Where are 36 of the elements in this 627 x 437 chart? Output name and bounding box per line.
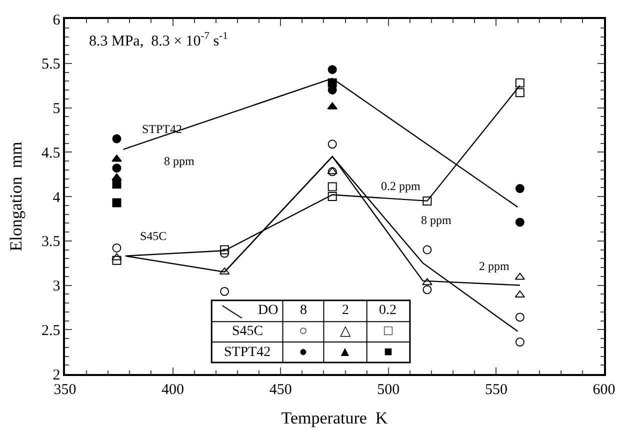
x-tick-label: 400 — [162, 382, 184, 398]
annotation: S45C — [232, 324, 264, 339]
annotation: DO — [258, 303, 278, 318]
y-tick-label: 4.5 — [42, 145, 60, 162]
x-tick-label: 600 — [592, 382, 616, 398]
annotation: 0.2 ppm — [381, 179, 421, 193]
annotation: □ — [384, 324, 393, 339]
y-tick-label: 3 — [52, 278, 60, 294]
y-tick-label: 2 — [52, 367, 60, 384]
x-tick-label: 450 — [269, 382, 292, 398]
annotation: △ — [340, 324, 351, 339]
annotation: 2 — [342, 303, 349, 318]
annotation: 0.2 — [379, 303, 396, 318]
x-tick-label: 500 — [377, 382, 400, 398]
annotation: ○ — [299, 324, 308, 339]
x-axis-title: Temperature K — [281, 408, 388, 428]
annotation: STPT42 — [142, 122, 182, 136]
annotation: ● — [299, 345, 308, 360]
y-tick-label: 6 — [52, 12, 61, 28]
x-tick-label: 550 — [484, 382, 508, 398]
y-tick-label: 5.5 — [42, 56, 60, 73]
y-tick-label: 4 — [52, 190, 61, 206]
annotation: ▲ — [338, 345, 352, 360]
annotation: S45C — [140, 229, 167, 243]
x-tick-label: 350 — [54, 382, 76, 398]
annotation: 8 — [300, 303, 307, 318]
y-tick-label: 3.5 — [42, 234, 60, 250]
y-axis-title: Elongation mm — [6, 142, 26, 252]
annotation: STPT42 — [224, 345, 271, 360]
annotation: 8 ppm — [421, 213, 452, 227]
y-tick-label: 2.5 — [42, 322, 60, 339]
annotation: 2 ppm — [479, 259, 510, 273]
annotation: ■ — [384, 345, 392, 360]
y-tick-label: 5 — [52, 101, 60, 117]
annotation: 8 ppm — [164, 154, 195, 168]
annotation: 8.3 MPa, 8.3 × 10$^{-7}$ s$^{-1}$ — [89, 31, 228, 50]
